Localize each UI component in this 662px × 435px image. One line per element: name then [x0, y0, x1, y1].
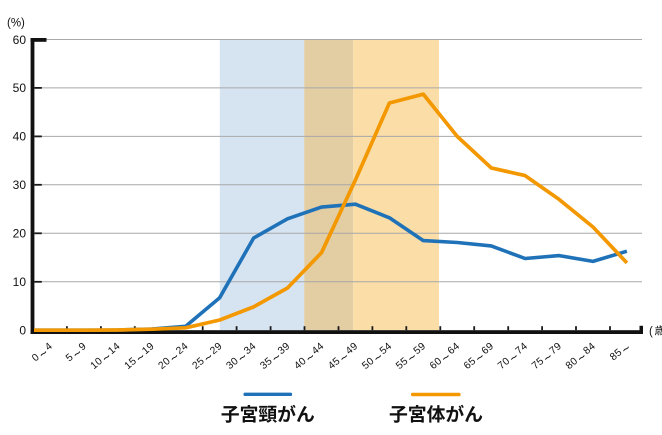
- svg-text:30: 30: [13, 178, 27, 192]
- svg-text:0: 0: [19, 324, 26, 338]
- svg-text:10: 10: [13, 275, 27, 289]
- svg-text:(: (: [649, 326, 653, 338]
- svg-text:40: 40: [13, 130, 27, 144]
- svg-text:60: 60: [13, 33, 27, 47]
- svg-text:(%): (%): [7, 18, 25, 30]
- svg-text:20: 20: [13, 227, 27, 241]
- svg-text:50: 50: [13, 81, 27, 95]
